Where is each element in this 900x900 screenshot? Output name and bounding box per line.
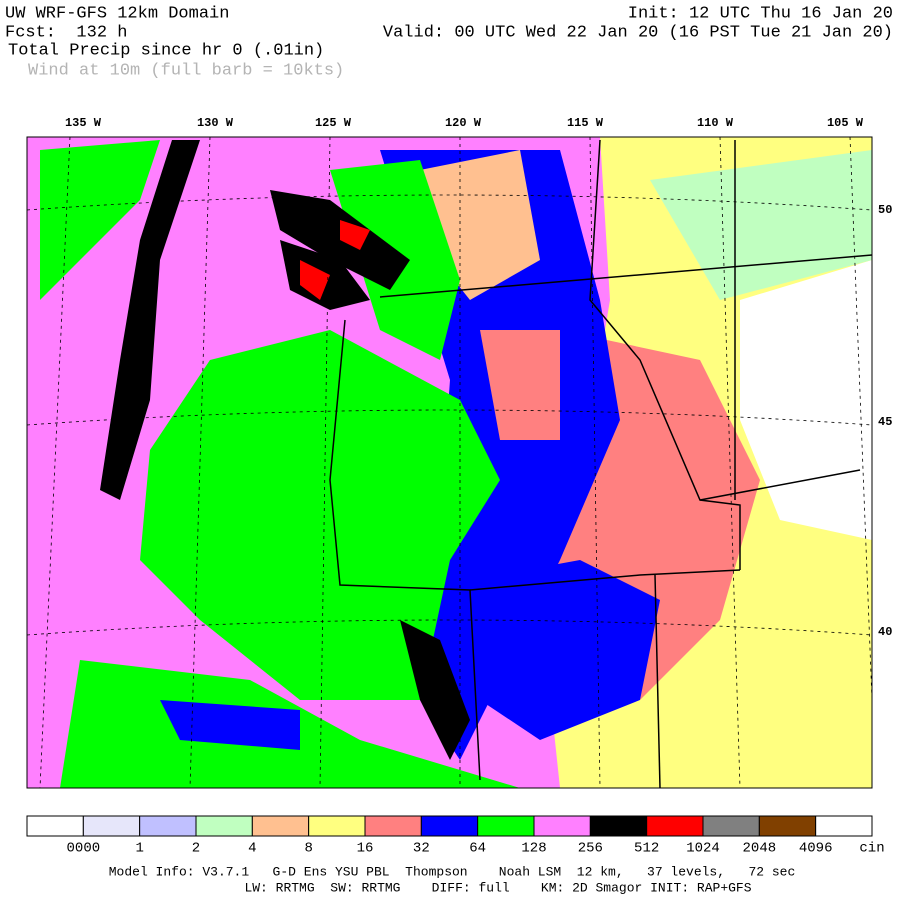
valid: Valid: 00 UTC Wed 22 Jan 20 (16 PST Tue … bbox=[383, 23, 893, 42]
colorbar-label: 2 bbox=[192, 841, 200, 857]
colorbar-swatch bbox=[702, 815, 760, 837]
boundaries bbox=[329, 139, 872, 788]
latitude-labels: 50 45 40 bbox=[878, 203, 892, 639]
colorbar-swatch bbox=[646, 815, 704, 837]
colorbar: 0000 1 2 4 8 16 32 64 128 256 512 1024 2048 4096 cin bbox=[26, 815, 885, 857]
longitude-label: 130 W bbox=[197, 116, 234, 130]
colorbar-swatch bbox=[82, 815, 141, 837]
colorbar-swatch bbox=[477, 815, 535, 837]
region bbox=[650, 150, 872, 300]
region bbox=[40, 140, 160, 300]
colorbar-swatch bbox=[139, 815, 197, 837]
colorbar-label: 4 bbox=[248, 841, 256, 857]
footer-line: LW: RRTMG SW: RRTMG DIFF: full KM: 2D Sm… bbox=[244, 880, 751, 895]
longitude-label: 135 W bbox=[65, 116, 102, 130]
title: UW WRF-GFS 12km Domain bbox=[5, 4, 229, 23]
colorbar-label: 16 bbox=[357, 841, 374, 857]
longitude-label: 115 W bbox=[567, 116, 604, 130]
colorbar-swatch bbox=[420, 815, 479, 837]
colorbar-label: 0000 bbox=[67, 841, 101, 857]
latitude-label: 40 bbox=[878, 625, 892, 639]
init: Init: 12 UTC Thu 16 Jan 20 bbox=[628, 4, 893, 23]
colorbar-label: 512 bbox=[634, 841, 659, 857]
longitude-label: 120 W bbox=[445, 116, 482, 130]
colorbar-label: 8 bbox=[304, 841, 312, 857]
colorbar-swatch bbox=[26, 815, 84, 837]
region bbox=[340, 220, 370, 250]
colorbar-swatch bbox=[251, 815, 310, 837]
colorbar-swatch bbox=[589, 815, 648, 837]
colorbar-label: 1 bbox=[135, 841, 143, 857]
region bbox=[100, 140, 200, 500]
region bbox=[400, 620, 470, 760]
colorbar-swatch bbox=[364, 815, 422, 837]
region bbox=[470, 560, 660, 740]
region bbox=[160, 700, 300, 750]
region bbox=[300, 260, 330, 300]
longitude-label: 110 W bbox=[697, 116, 734, 130]
latitude-label: 45 bbox=[878, 415, 892, 429]
colorbar-label: 1024 bbox=[686, 841, 720, 857]
colorbar-label: 2048 bbox=[743, 841, 777, 857]
field: Total Precip since hr 0 (.01in) bbox=[8, 41, 324, 60]
colorbar-label: 32 bbox=[413, 841, 430, 857]
colorbar-swatch bbox=[815, 815, 873, 837]
graticule bbox=[27, 137, 872, 788]
longitude-label: 125 W bbox=[315, 116, 352, 130]
colorbar-label: 128 bbox=[521, 841, 546, 857]
region bbox=[740, 260, 872, 540]
region bbox=[480, 330, 560, 440]
footer-line: Model Info: V3.7.1 G-D Ens YSU PBL Thomp… bbox=[109, 864, 796, 879]
colorbar-swatch bbox=[758, 815, 817, 837]
longitude-label: 105 W bbox=[827, 116, 864, 130]
colorbar-swatch bbox=[195, 815, 253, 837]
map-frame bbox=[26, 136, 873, 789]
region bbox=[140, 330, 500, 700]
latitude-label: 50 bbox=[878, 203, 892, 217]
colorbar-label: 64 bbox=[469, 841, 486, 857]
forecast: Fcst: 132 h bbox=[5, 23, 127, 42]
colorbar-label: 4096 bbox=[799, 841, 833, 857]
map: 135 W 130 W 125 W 120 W 115 W 110 W 105 W 50 45… bbox=[26, 116, 892, 789]
overlay: Wind at 10m (full barb = 10kts) bbox=[28, 61, 344, 80]
longitude-labels: 135 W 130 W 125 W 120 W 115 W 110 W 105 W bbox=[65, 116, 864, 130]
colorbar-swatch bbox=[308, 815, 366, 837]
colorbar-unit: cin bbox=[859, 841, 884, 857]
colorbar-label: 256 bbox=[578, 841, 603, 857]
colorbar-swatch bbox=[533, 815, 591, 837]
